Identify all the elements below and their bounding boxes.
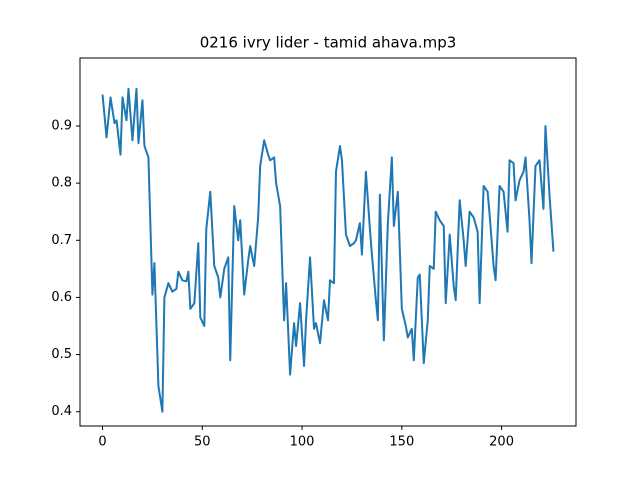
data-line (101, 87, 555, 413)
x-tick-label: 100 (290, 435, 315, 450)
y-tick-label: 0.5 (51, 347, 72, 362)
y-tick-label: 0.8 (51, 176, 72, 191)
x-tick-label: 200 (489, 435, 514, 450)
y-tick-label: 0.6 (51, 290, 72, 305)
y-tick-label: 0.4 (51, 404, 72, 419)
chart-title: 0216 ivry lider - tamid ahava.mp3 (200, 34, 457, 52)
x-tick-label: 150 (389, 435, 414, 450)
y-tick-label: 0.7 (51, 233, 72, 248)
x-tick-label: 0 (98, 435, 106, 450)
axes-frame (79, 57, 577, 427)
y-tick-label: 0.9 (51, 119, 72, 134)
x-tick-label: 50 (194, 435, 211, 450)
